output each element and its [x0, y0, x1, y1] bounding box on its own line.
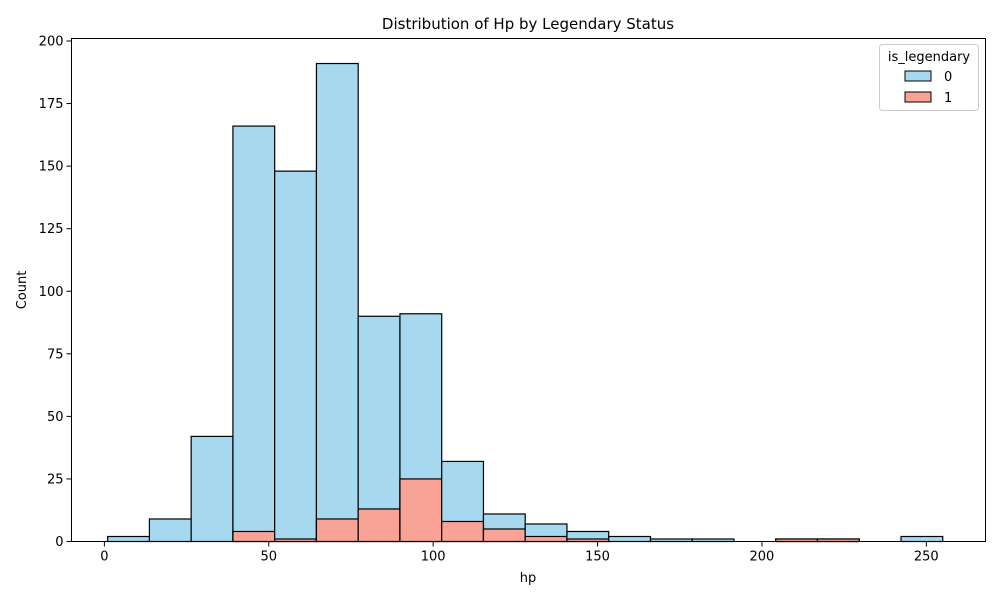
- bar-series-0-bin-1: [148, 518, 192, 543]
- bar-series-0-bin-3: [232, 125, 276, 543]
- y-axis-label: Count: [15, 271, 30, 310]
- plot-frame: [71, 38, 986, 542]
- bar-series-1-bin-8: [441, 520, 485, 543]
- x-tick-label: 150: [585, 550, 610, 565]
- bar-series-1-bin-5: [315, 518, 359, 543]
- bar-series-0-bin-6: [357, 315, 401, 543]
- bar-series-0-bin-4: [274, 170, 318, 543]
- bar-series-0-bin-5: [315, 62, 359, 543]
- legend-swatch-0: [904, 70, 932, 82]
- legend-label-0: 0: [944, 70, 952, 85]
- legend-swatch-1: [904, 91, 932, 103]
- y-tick-label: 0: [55, 535, 63, 550]
- legend-label-1: 1: [944, 91, 952, 106]
- bar-series-0-bin-2: [190, 435, 234, 543]
- legend-title: is_legendary: [888, 50, 971, 65]
- x-tick-label: 200: [750, 550, 775, 565]
- bar-series-1-bin-10: [524, 535, 568, 543]
- bar-series-0-bin-19: [900, 535, 944, 543]
- x-axis: 0 50 100 150 200 250: [100, 541, 939, 565]
- bar-series-1-bin-3: [232, 530, 276, 543]
- y-tick-label: 25: [47, 472, 64, 487]
- x-axis-label: hp: [520, 571, 537, 586]
- bar-series-1-bin-6: [357, 508, 401, 543]
- chart-title: Distribution of Hp by Legendary Status: [382, 15, 674, 33]
- bar-series-1-bin-7: [399, 478, 443, 543]
- y-axis: 0 25 50 75 100 125 150 175 200: [39, 35, 72, 550]
- x-tick-label: 250: [914, 550, 939, 565]
- y-tick-label: 100: [39, 285, 64, 300]
- y-tick-label: 200: [39, 35, 64, 50]
- y-tick-label: 75: [47, 347, 64, 362]
- x-tick-label: 50: [260, 550, 277, 565]
- bar-series-0-bin-0: [107, 535, 151, 543]
- bar-series-1-bin-9: [482, 528, 526, 543]
- y-tick-label: 175: [39, 97, 64, 112]
- bars-layer: [107, 62, 944, 543]
- y-tick-label: 50: [47, 410, 64, 425]
- y-tick-label: 150: [39, 160, 64, 175]
- x-tick-label: 0: [100, 550, 108, 565]
- legend: is_legendary 0 1: [879, 44, 979, 111]
- y-tick-label: 125: [39, 222, 64, 237]
- x-tick-label: 100: [421, 550, 446, 565]
- bar-series-0-bin-12: [608, 535, 652, 543]
